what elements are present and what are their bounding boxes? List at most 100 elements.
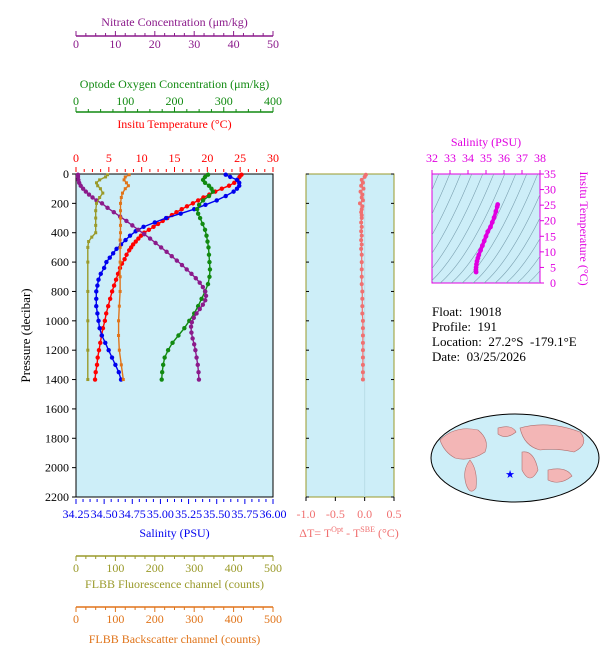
ts-temperature-tick-label: 15 xyxy=(544,229,556,243)
pressure-tick-label: 0 xyxy=(63,167,69,181)
nitrate-point xyxy=(169,254,174,259)
fluorescence-point xyxy=(86,378,90,382)
salinity-point xyxy=(110,251,116,256)
temperature-point xyxy=(190,201,196,206)
fluorescence-point xyxy=(86,289,90,293)
pressure-tick-label: 600 xyxy=(51,255,69,269)
temperature-point xyxy=(115,271,121,277)
oxygen-point xyxy=(207,274,212,279)
isopycnal-line xyxy=(505,237,540,283)
temperature-point xyxy=(92,377,98,382)
date-text: Date: 03/25/2026 xyxy=(432,349,526,364)
backscatter-tick-label: 200 xyxy=(146,612,164,626)
backscatter-point xyxy=(119,195,123,199)
salinity-point xyxy=(94,289,99,294)
temperature-tick-label: 10 xyxy=(136,151,148,165)
nitrate-point xyxy=(194,311,199,316)
oxygen-point xyxy=(210,189,216,194)
oxygen-point xyxy=(194,207,200,212)
salinity-point xyxy=(99,333,105,338)
pressure-tick-label: 1000 xyxy=(45,314,69,328)
delta-t-point xyxy=(359,216,364,221)
ts-salinity-axis-title: Salinity (PSU) xyxy=(451,135,521,149)
nitrate-tick-label: 30 xyxy=(188,37,200,51)
delta-t-point xyxy=(360,340,365,345)
fluorescence-point xyxy=(86,260,90,264)
delta-t-point xyxy=(359,242,364,247)
backscatter-point xyxy=(119,231,123,235)
fluorescence-point xyxy=(106,173,110,177)
oxygen-point xyxy=(159,377,164,382)
nitrate-point xyxy=(200,284,206,290)
world-map-landmass xyxy=(547,468,573,483)
nitrate-point xyxy=(194,355,199,360)
ts-point xyxy=(494,204,500,210)
temperature-tick-label: 15 xyxy=(169,151,181,165)
delta-t-point xyxy=(359,246,364,251)
ts-temperature-tick-label: 5 xyxy=(550,260,556,274)
isopycnal-line xyxy=(432,174,495,281)
oxygen-point xyxy=(196,202,202,208)
delta-t-point xyxy=(359,238,364,243)
salinity-tick-label: 35.00 xyxy=(147,507,174,521)
delta-t-point xyxy=(360,348,365,353)
temperature-point xyxy=(107,296,113,301)
nitrate-point xyxy=(105,205,110,210)
backscatter-point xyxy=(124,181,128,185)
salinity-point xyxy=(98,271,103,277)
fluorescence-point xyxy=(94,231,98,235)
temperature-point xyxy=(100,325,106,331)
delta-t-point xyxy=(359,252,364,257)
oxygen-point xyxy=(182,325,187,331)
fluorescence-tick-label: 300 xyxy=(185,561,203,575)
temperature-point xyxy=(232,180,237,186)
oxygen-point xyxy=(170,340,175,346)
isopycnal-line xyxy=(494,217,540,283)
fluorescence-tick-label: 100 xyxy=(106,561,124,575)
delta-t-point xyxy=(359,233,364,238)
oxygen-point xyxy=(176,333,181,338)
backscatter-point xyxy=(118,245,122,249)
oxygen-tick-label: 300 xyxy=(215,94,233,108)
temperature-point xyxy=(111,283,117,288)
location-text: Location: 27.2°S -179.1°E xyxy=(432,334,577,349)
salinity-point xyxy=(123,237,128,243)
salinity-tick-label: 35.50 xyxy=(203,507,230,521)
fluorescence-point xyxy=(94,201,98,205)
fluorescence-tick-label: 200 xyxy=(146,561,164,575)
nitrate-tick-label: 40 xyxy=(228,37,240,51)
nitrate-point xyxy=(196,370,201,375)
nitrate-point xyxy=(80,186,86,191)
nitrate-point xyxy=(197,306,202,312)
fluorescence-tick-label: 0 xyxy=(73,561,79,575)
nitrate-tick-label: 50 xyxy=(267,37,279,51)
salinity-tick-label: 36.00 xyxy=(260,507,287,521)
salinity-point xyxy=(127,233,133,238)
ts-temperature-tick-label: 20 xyxy=(544,214,556,228)
ts-point xyxy=(489,219,495,225)
delta-t-point xyxy=(360,333,365,338)
delta-t-tick-label: 0.0 xyxy=(357,507,372,521)
ts-point xyxy=(483,233,489,239)
salinity-point xyxy=(116,370,121,375)
ts-point xyxy=(491,215,497,221)
nitrate-point xyxy=(164,249,169,255)
nitrate-point xyxy=(174,258,180,263)
world-map-landmass xyxy=(521,451,539,479)
salinity-point xyxy=(223,172,228,177)
nitrate-point xyxy=(200,302,206,307)
nitrate-point xyxy=(136,227,141,232)
ts-point xyxy=(493,208,499,214)
delta-t-point xyxy=(360,318,365,323)
temperature-point xyxy=(109,289,115,294)
salinity-point xyxy=(101,265,107,271)
nitrate-tick-label: 10 xyxy=(109,37,121,51)
pressure-tick-label: 400 xyxy=(51,226,69,240)
oxygen-tick-label: 400 xyxy=(264,94,282,108)
fluorescence-point xyxy=(87,240,91,244)
ts-salinity-tick-label: 36 xyxy=(498,151,510,165)
nitrate-point xyxy=(153,240,158,246)
isopycnal-line xyxy=(439,174,506,283)
delta-t-point xyxy=(359,183,364,188)
salinity-point xyxy=(113,362,118,368)
